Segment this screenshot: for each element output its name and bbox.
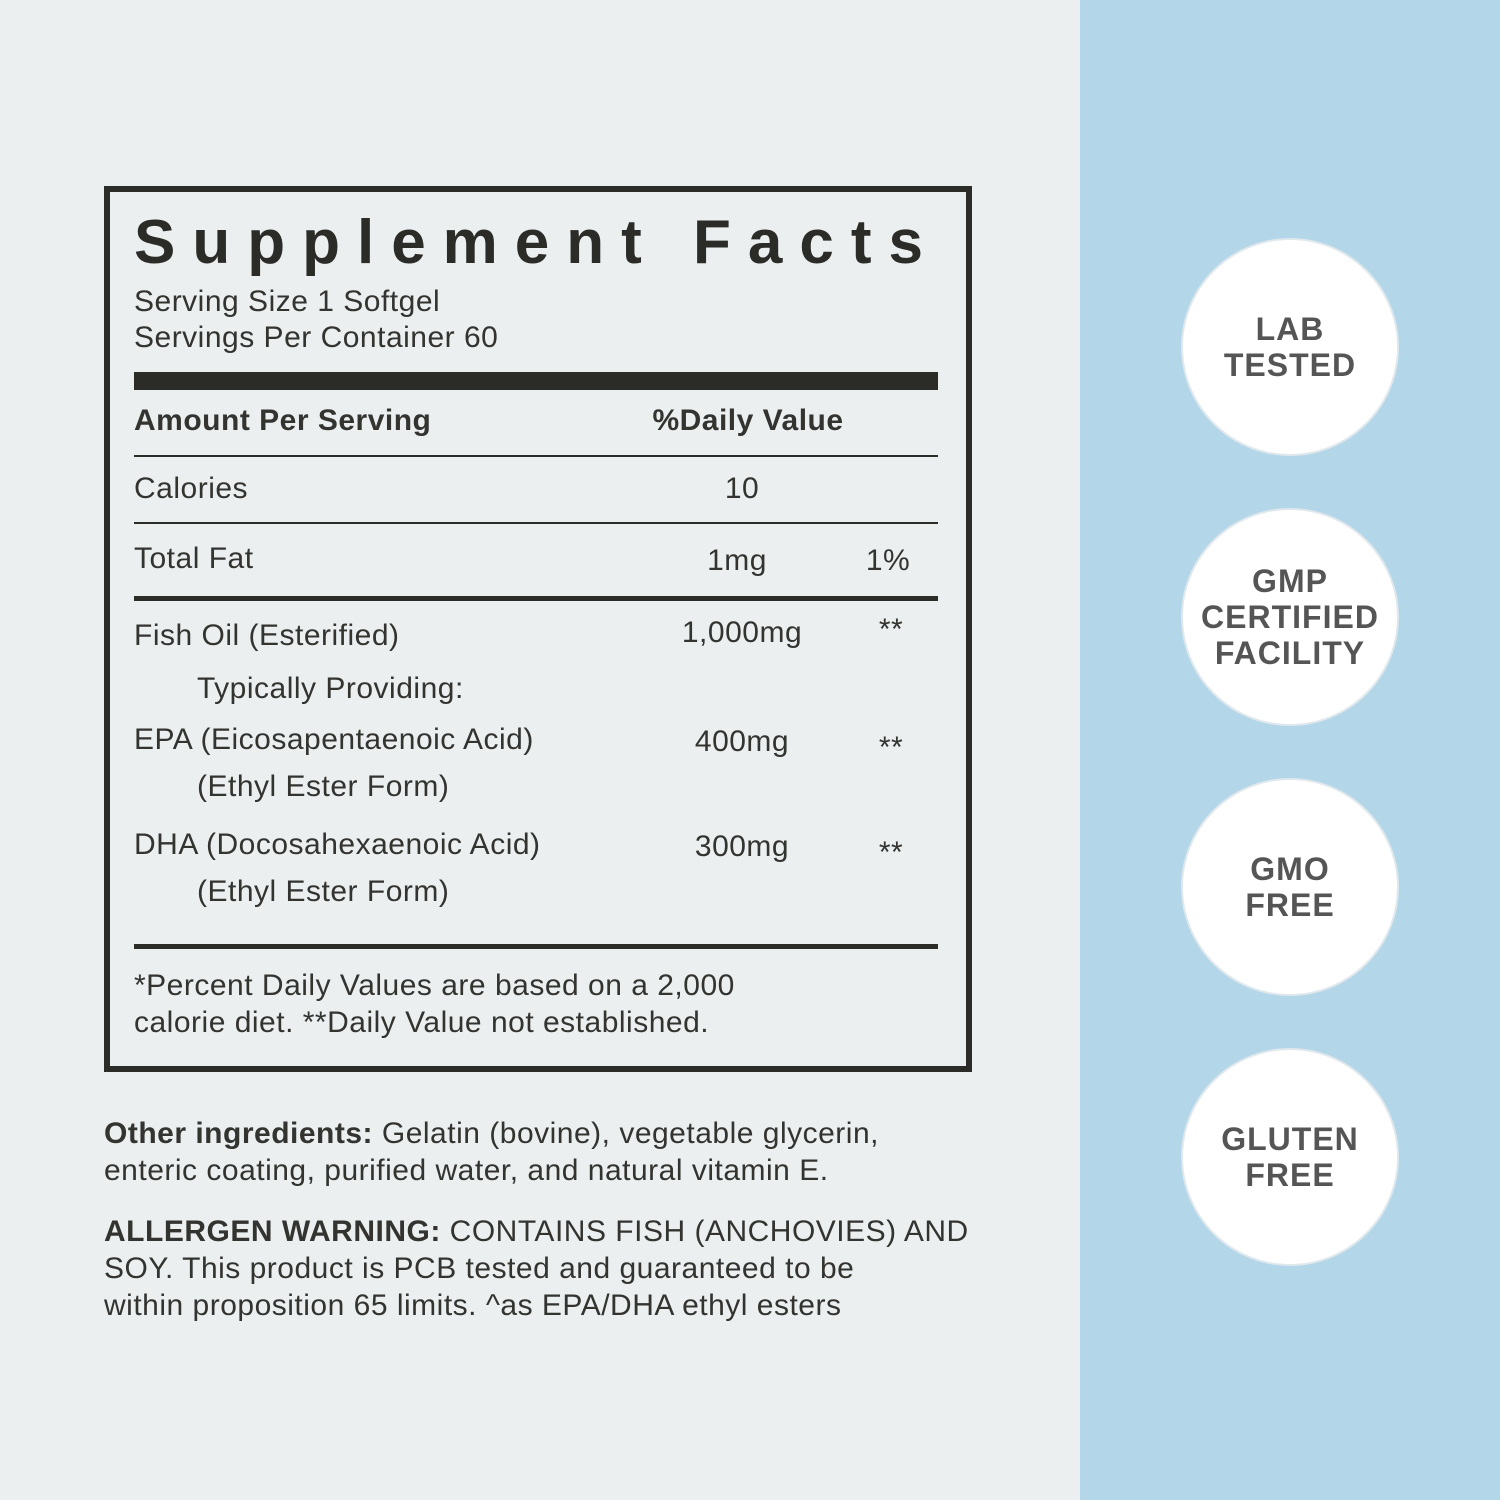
rule	[134, 455, 938, 457]
allergen-label: ALLERGEN WARNING:	[104, 1215, 441, 1248]
badge-text: FREE	[1245, 1157, 1335, 1193]
row-amount: 300mg	[694, 830, 790, 863]
row-amount: 400mg	[694, 725, 790, 758]
row-name: DHA (Docosahexaenoic Acid)	[134, 828, 541, 861]
footnote: *Percent Daily Values are based on a 2,0…	[134, 969, 735, 1002]
allergen-text: CONTAINS FISH (ANCHOVIES) AND	[449, 1215, 969, 1248]
other-text: enteric coating, purified water, and nat…	[104, 1154, 829, 1187]
rule	[134, 596, 938, 601]
row-name: Calories	[134, 472, 249, 505]
header-dv: %Daily Value	[652, 404, 844, 437]
row-sub: (Ethyl Ester Form)	[197, 875, 450, 908]
row-dv: 1%	[865, 544, 911, 577]
row-amount: 1mg	[707, 544, 767, 577]
badge: GMO FREE	[1181, 778, 1399, 996]
badge-text: FACILITY	[1214, 635, 1366, 671]
row-dv: **	[878, 836, 904, 869]
badge-text: GMP	[1252, 563, 1328, 599]
row-name: EPA (Eicosapentaenoic Acid)	[134, 723, 534, 756]
row-name: Total Fat	[134, 542, 254, 575]
facts-title: Supplement Facts	[134, 208, 940, 277]
row-dv: **	[878, 731, 904, 764]
rule	[134, 522, 938, 524]
other-text: Gelatin (bovine), vegetable glycerin,	[381, 1117, 879, 1150]
row-name: Typically Providing:	[197, 672, 464, 705]
thick-rule	[134, 372, 938, 390]
row-name: Fish Oil (Esterified)	[134, 619, 400, 652]
badge-text: FREE	[1245, 887, 1335, 923]
allergen-text: SOY. This product is PCB tested and guar…	[104, 1252, 855, 1285]
footnote: calorie diet. **Daily Value not establis…	[134, 1006, 710, 1039]
badge-text: GLUTEN	[1221, 1121, 1359, 1157]
row-amount: 1,000mg	[681, 616, 803, 649]
row-dv: **	[878, 613, 904, 646]
servings-per-container: Servings Per Container 60	[134, 321, 499, 354]
badge-text: CERTIFIED	[1201, 599, 1379, 635]
row-sub: (Ethyl Ester Form)	[197, 770, 450, 803]
badge: GMP CERTIFIED FACILITY	[1181, 508, 1399, 726]
row-amount: 10	[724, 472, 760, 505]
side-panel	[1080, 0, 1500, 1500]
badge-text: TESTED	[1223, 347, 1357, 383]
badge-text: LAB	[1255, 311, 1325, 347]
allergen-text: within proposition 65 limits. ^as EPA/DH…	[104, 1289, 842, 1322]
badge: LAB TESTED	[1181, 238, 1399, 456]
badge-text: GMO	[1250, 851, 1330, 887]
badge: GLUTEN FREE	[1181, 1048, 1399, 1266]
header-amount: Amount Per Serving	[134, 404, 432, 437]
other-label: Other ingredients:	[104, 1117, 374, 1150]
rule	[134, 944, 938, 949]
facts-box	[104, 186, 972, 1072]
serving-size: Serving Size 1 Softgel	[134, 285, 441, 318]
